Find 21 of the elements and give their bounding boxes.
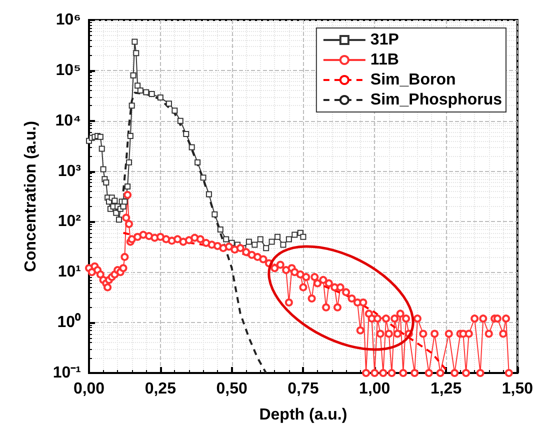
y-tick-label: 10⁵	[56, 62, 81, 79]
x-axis-title: Depth (a.u.)	[259, 406, 348, 424]
x-tick-label: 1,00	[359, 380, 390, 398]
legend-label: 31P	[370, 32, 400, 48]
y-tick-label: 10²	[58, 213, 81, 230]
x-tick-label: 0,50	[216, 380, 248, 398]
legend-label: Sim_Phosphorus	[370, 92, 502, 108]
x-tick-label: 1,50	[502, 380, 534, 398]
x-tick-label: 0,75	[288, 380, 319, 398]
x-tick-label: 0,00	[73, 380, 105, 398]
y-tick-label: 10⁴	[55, 112, 82, 130]
y-tick-label: 10⁰	[57, 313, 81, 332]
y-tick-label: 10⁶	[56, 12, 81, 28]
x-tick-label: 0,25	[144, 380, 176, 398]
y-tick-label: 10³	[58, 162, 81, 180]
legend-label: 11B	[370, 52, 399, 68]
y-tick-label: 10⁻¹	[52, 364, 81, 382]
legend-label: Sim_Boron	[370, 72, 456, 88]
x-tick-label: 1,25	[430, 380, 462, 398]
y-tick-label: 10¹	[58, 264, 81, 281]
y-axis-title: Concentration (a.u.)	[22, 120, 40, 272]
